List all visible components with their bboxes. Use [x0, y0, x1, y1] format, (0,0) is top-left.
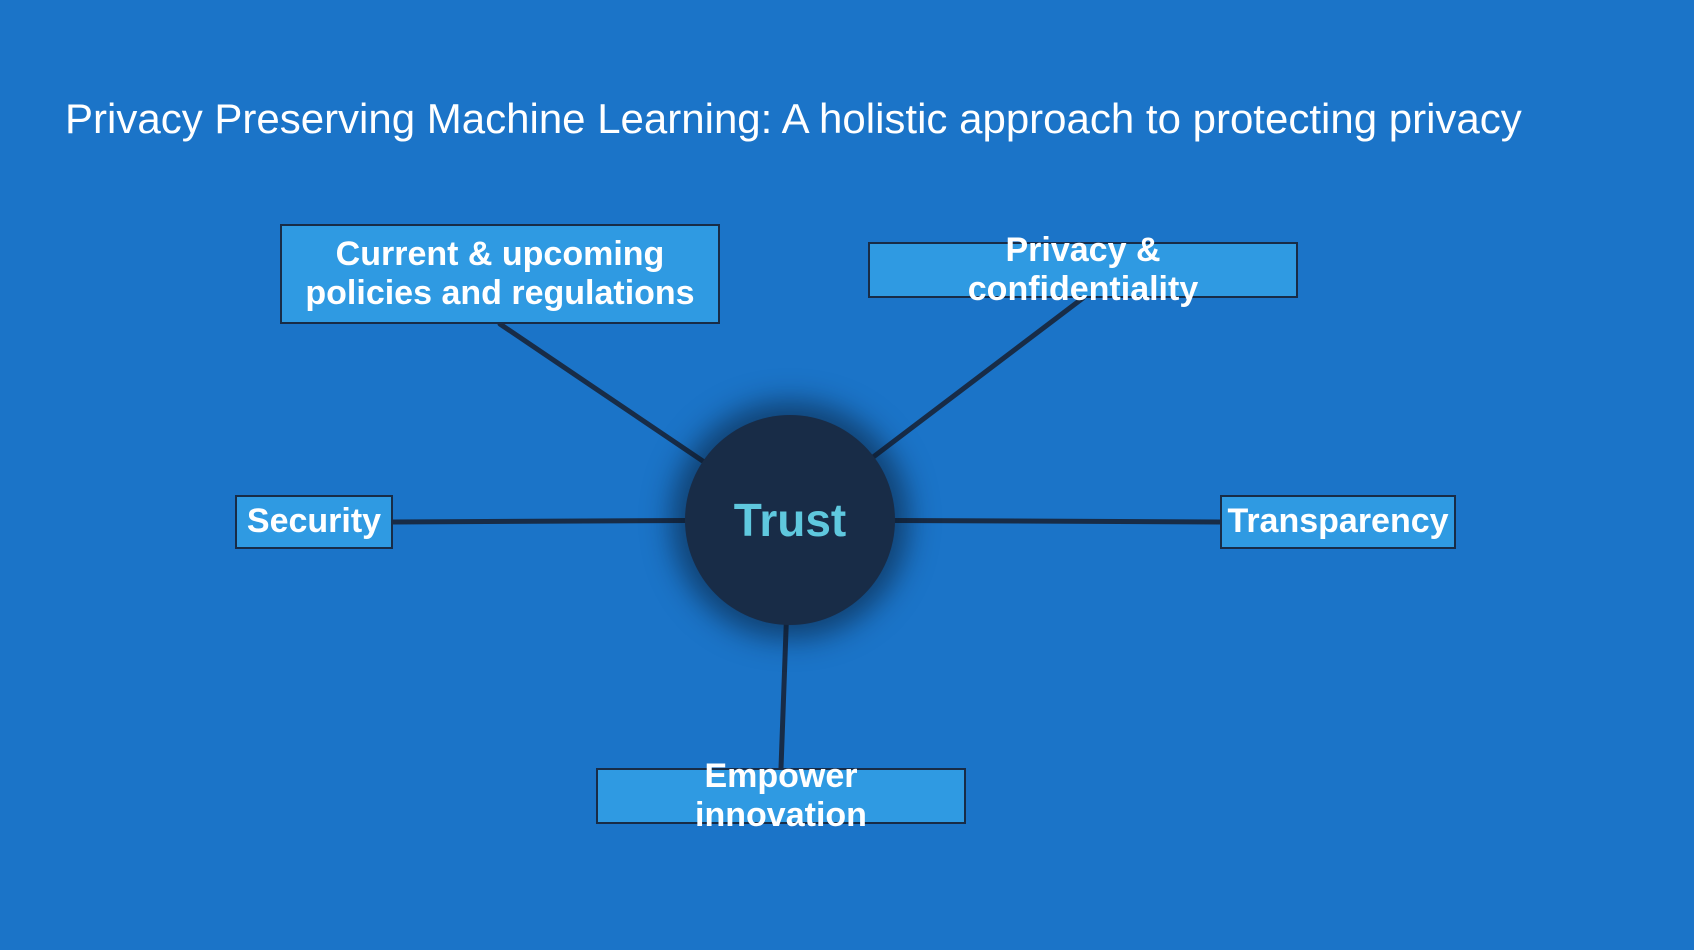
edge-policies	[500, 324, 703, 461]
node-label: Empower innovation	[616, 757, 946, 835]
slide-canvas: Privacy Preserving Machine Learning: A h…	[0, 0, 1694, 950]
node-empower: Empower innovation	[596, 768, 966, 824]
node-transparency: Transparency	[1220, 495, 1456, 549]
node-label: Transparency	[1227, 502, 1448, 541]
node-policies: Current & upcoming policies and regulati…	[280, 224, 720, 324]
node-label: Security	[247, 502, 381, 541]
hub-trust: Trust	[685, 415, 895, 625]
node-label: Privacy & confidentiality	[888, 231, 1278, 309]
edge-security	[393, 521, 685, 522]
edge-transparency	[895, 520, 1220, 522]
node-security: Security	[235, 495, 393, 549]
hub-label: Trust	[734, 493, 846, 547]
slide-title: Privacy Preserving Machine Learning: A h…	[65, 95, 1522, 143]
edge-empower	[781, 625, 786, 768]
node-privacy: Privacy & confidentiality	[868, 242, 1298, 298]
edge-privacy	[874, 298, 1083, 457]
node-label: Current & upcoming policies and regulati…	[305, 235, 694, 313]
